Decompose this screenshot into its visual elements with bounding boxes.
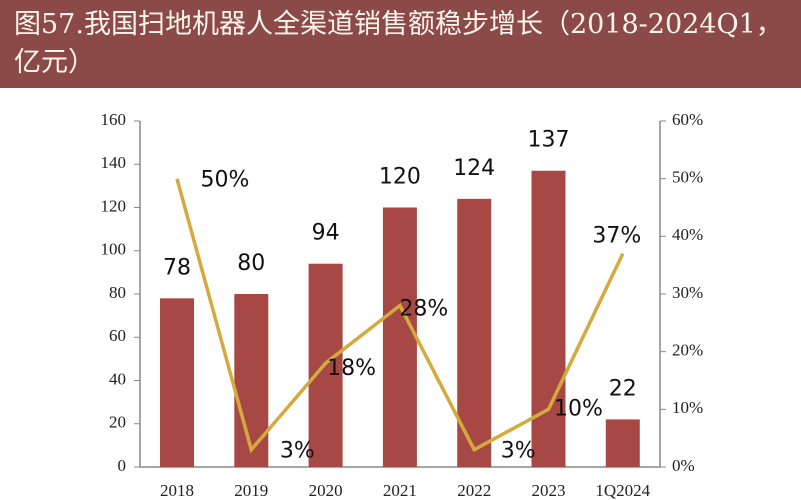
bar bbox=[382, 207, 417, 467]
y-tick-label: 100 bbox=[101, 240, 127, 259]
y-tick-label: 60 bbox=[109, 326, 126, 345]
bar-value-label: 80 bbox=[237, 251, 265, 276]
bar bbox=[457, 198, 492, 467]
y2-tick-label: 20% bbox=[672, 341, 703, 360]
bar bbox=[605, 419, 640, 467]
line-value-label: 28% bbox=[399, 297, 448, 322]
x-tick-label: 2020 bbox=[309, 481, 343, 500]
x-tick-label: 1Q2024 bbox=[595, 481, 650, 500]
bar-value-label: 78 bbox=[163, 255, 191, 280]
y2-tick-label: 60% bbox=[672, 110, 703, 129]
y-tick-label: 80 bbox=[109, 283, 126, 302]
x-tick-label: 2019 bbox=[234, 481, 268, 500]
growth-line bbox=[175, 178, 625, 454]
y2-tick-label: 50% bbox=[672, 168, 703, 187]
y-tick-label: 0 bbox=[118, 456, 127, 475]
line-value-label: 18% bbox=[327, 356, 376, 381]
y-tick-label: 140 bbox=[101, 153, 127, 172]
bar-value-label: 137 bbox=[528, 128, 570, 153]
y-tick-label: 20 bbox=[109, 413, 126, 432]
y2-tick-label: 40% bbox=[672, 225, 703, 244]
y2-tick-label: 0% bbox=[672, 456, 695, 475]
x-tick-label: 2022 bbox=[457, 481, 491, 500]
bar-value-label: 94 bbox=[312, 221, 340, 246]
line-value-label: 10% bbox=[554, 396, 603, 421]
bar bbox=[160, 298, 194, 467]
x-tick-label: 2023 bbox=[532, 481, 566, 500]
line-value-label: 50% bbox=[201, 168, 250, 193]
y-tick-label: 160 bbox=[101, 110, 127, 129]
line-value-label: 37% bbox=[592, 224, 641, 249]
line-value-label: 3% bbox=[280, 439, 315, 464]
bar-value-label: 120 bbox=[379, 165, 421, 190]
bar-value-label: 124 bbox=[453, 156, 495, 181]
chart-title: 图57.我国扫地机器人全渠道销售额稳步增长（2018-2024Q1，亿元） bbox=[0, 0, 801, 88]
bar-value-label: 22 bbox=[609, 376, 637, 401]
y-tick-label: 40 bbox=[109, 369, 126, 388]
y2-tick-label: 30% bbox=[672, 283, 703, 302]
x-tick-label: 2021 bbox=[383, 481, 417, 500]
line-value-label: 3% bbox=[501, 439, 536, 464]
bar bbox=[234, 294, 269, 467]
x-tick-label: 2018 bbox=[160, 481, 194, 500]
bar bbox=[531, 170, 566, 468]
y2-tick-label: 10% bbox=[672, 398, 703, 417]
y-tick-label: 120 bbox=[101, 196, 127, 215]
